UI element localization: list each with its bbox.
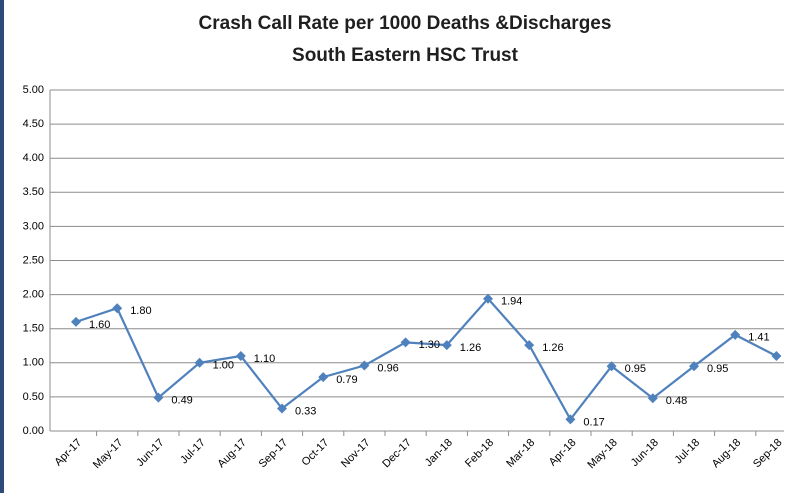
data-point	[730, 329, 741, 340]
data-point	[318, 372, 329, 383]
data-line	[75, 297, 777, 422]
x-tick-label: Jan-18	[423, 437, 455, 469]
x-tick-label: Oct-17	[300, 437, 332, 469]
y-tick-label: 1.50	[23, 323, 44, 335]
y-tick-label: 4.50	[23, 118, 44, 130]
y-tick-label: 2.50	[23, 254, 44, 266]
data-point	[441, 340, 452, 351]
chart-title: Crash Call Rate per 1000 Deaths &Dischar…	[199, 13, 612, 34]
data-label: 1.26	[460, 342, 481, 354]
data-label: 1.80	[130, 305, 151, 317]
x-tick-label: Apr-18	[547, 437, 579, 469]
data-point	[689, 361, 699, 372]
data-label: 1.26	[542, 342, 563, 354]
data-point	[277, 403, 287, 414]
x-tick-label: Jul-17	[178, 437, 208, 467]
data-label: 1.60	[89, 319, 110, 331]
data-label: 0.33	[295, 405, 316, 417]
y-tick-label: 4.00	[23, 152, 44, 164]
x-tick-label: Aug-17	[215, 437, 249, 471]
data-label: 0.79	[336, 374, 357, 386]
x-tick-label: Jul-18	[672, 437, 702, 467]
y-tick-label: 3.50	[23, 186, 44, 198]
data-point	[771, 350, 782, 361]
x-tick-label: Apr-17	[52, 437, 84, 469]
data-point	[647, 393, 658, 404]
data-label: 0.17	[583, 416, 604, 428]
data-label: 0.48	[666, 395, 687, 407]
x-tick-label: May-18	[585, 437, 619, 471]
x-tick-label: Aug-18	[710, 437, 744, 471]
x-tick-label: Jun-17	[134, 437, 166, 469]
data-point	[71, 316, 81, 327]
data-point	[524, 340, 535, 351]
data-point	[235, 350, 246, 361]
chart-subtitle: South Eastern HSC Trust	[292, 45, 519, 66]
data-label: 1.41	[748, 332, 769, 344]
y-tick-label: 0.50	[23, 391, 44, 403]
data-label: 1.10	[254, 353, 275, 365]
data-point	[483, 293, 493, 304]
x-tick-label: Jun-18	[629, 437, 661, 469]
y-tick-label: 1.00	[23, 357, 44, 369]
data-point	[606, 361, 617, 372]
x-tick-label: May-17	[91, 437, 125, 471]
left-border	[0, 0, 4, 493]
y-tick-label: 3.00	[23, 220, 44, 232]
data-point	[153, 392, 164, 403]
x-tick-label: Feb-18	[463, 437, 496, 470]
data-label: 1.30	[419, 339, 440, 351]
data-label: 0.95	[625, 363, 646, 375]
data-label: 1.00	[213, 360, 234, 372]
data-point	[359, 360, 370, 371]
data-label: 1.94	[501, 296, 522, 308]
x-tick-label: Mar-18	[504, 437, 537, 470]
data-point	[400, 337, 411, 348]
data-label: 0.49	[171, 394, 192, 406]
y-tick-label: 2.00	[23, 289, 44, 301]
x-tick-label: Sep-17	[257, 437, 291, 471]
data-point	[194, 357, 205, 368]
x-tick-label: Sep-18	[751, 437, 785, 471]
data-point	[565, 414, 576, 425]
y-tick-label: 5.00	[23, 84, 44, 96]
x-tick-label: Nov-17	[339, 437, 373, 471]
x-tick-label: Dec-17	[380, 437, 414, 471]
data-point	[112, 303, 123, 314]
data-label: 0.96	[377, 362, 398, 374]
y-tick-label: 0.00	[23, 425, 44, 437]
data-label: 0.95	[707, 363, 728, 375]
